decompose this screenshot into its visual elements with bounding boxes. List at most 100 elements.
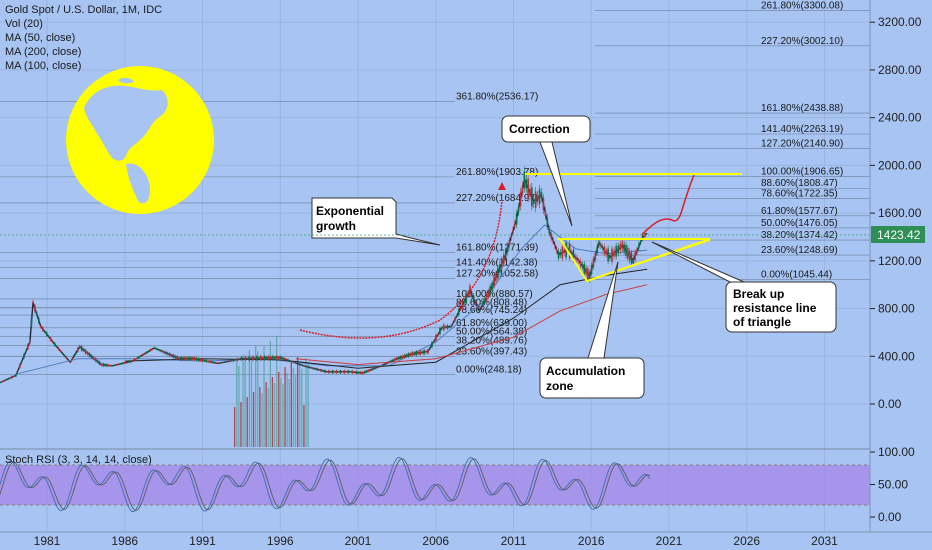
candle-body xyxy=(314,368,317,370)
callout-break-line1: Break up xyxy=(733,287,784,301)
candle-body xyxy=(273,356,276,359)
candle-body xyxy=(71,358,73,360)
candle-body xyxy=(371,368,373,371)
candle-body xyxy=(176,356,179,360)
volume-bar xyxy=(263,346,265,447)
candle-body xyxy=(525,179,528,189)
stoch-rsi-panel[interactable]: Stoch RSI (3, 3, 14, 14, close) xyxy=(0,448,870,512)
triangle-drawing[interactable] xyxy=(525,173,742,283)
candle-body xyxy=(65,357,68,359)
x-tick-label: 1981 xyxy=(34,534,61,548)
candle-body xyxy=(75,352,77,354)
callout-correction[interactable]: Correction xyxy=(501,115,591,227)
candle-body xyxy=(394,358,396,361)
candle-body xyxy=(269,356,272,359)
candle-body xyxy=(84,349,87,354)
candle-body xyxy=(164,351,167,354)
candle-body xyxy=(236,358,239,361)
volume-bar xyxy=(255,345,257,447)
candle-body xyxy=(444,326,447,328)
callout-exponential-growth[interactable]: Exponential growth xyxy=(311,197,441,246)
candle-body xyxy=(209,361,212,363)
volume-bar xyxy=(273,383,276,447)
volume-bar xyxy=(244,361,246,447)
candle-body xyxy=(15,374,17,377)
candle-body xyxy=(328,370,330,374)
candle-body xyxy=(232,359,235,362)
candle-body xyxy=(405,354,408,358)
y-tick-label: 2000.00 xyxy=(878,158,922,172)
candle-body xyxy=(166,352,169,355)
candle-body xyxy=(295,362,297,364)
candle-body xyxy=(61,352,64,354)
callout-accumulation[interactable]: Accumulation zone xyxy=(539,261,645,399)
candle-body xyxy=(563,249,565,254)
candle-body xyxy=(392,359,394,362)
candle-body xyxy=(570,252,573,254)
candle-body xyxy=(598,241,600,245)
candle-body xyxy=(293,362,295,363)
candle-body xyxy=(351,370,354,374)
candle-body xyxy=(161,350,163,352)
candle-body xyxy=(554,244,556,247)
candle-body xyxy=(159,350,161,351)
volume-bar xyxy=(236,360,238,447)
candle-body xyxy=(226,361,229,363)
candle-body xyxy=(3,380,6,382)
candle-body xyxy=(583,263,586,274)
candle-body xyxy=(230,360,233,362)
candle-body xyxy=(579,261,582,266)
y-tick-label: 1600.00 xyxy=(878,206,922,220)
candle-body xyxy=(594,252,597,260)
candle-body xyxy=(320,369,322,372)
candle-body xyxy=(572,249,575,261)
x-tick-label: 2021 xyxy=(656,534,683,548)
price-axis[interactable]: 3200.00 2800.00 2400.00 2000.00 1600.00 1200.… xyxy=(869,0,922,532)
candle-body xyxy=(634,252,636,260)
candle-body xyxy=(215,362,217,364)
exponential-projection xyxy=(299,199,503,339)
candle-body xyxy=(493,276,495,287)
volume-bar xyxy=(301,369,303,447)
chart-legend: Gold Spot / U.S. Dollar, 1M, IDC Vol (20… xyxy=(5,4,162,72)
candle-body xyxy=(355,370,358,374)
volume-bar xyxy=(265,382,267,447)
candle-body xyxy=(302,365,305,367)
candle-body xyxy=(153,347,156,349)
candle-body xyxy=(483,298,486,304)
callout-correction-text: Correction xyxy=(509,122,570,136)
fib-left-label: 38.20%(489.76) xyxy=(456,336,527,347)
candle-body xyxy=(67,359,70,361)
callout-break-up[interactable]: Break up resistance line of triangle xyxy=(651,241,837,333)
indicator-ma50: MA (50, close) xyxy=(5,32,75,44)
candle-body xyxy=(267,355,270,360)
candle-body xyxy=(437,334,439,336)
volume-bar xyxy=(294,374,297,447)
candle-body xyxy=(219,362,221,364)
triangle-bottom xyxy=(589,239,711,281)
time-axis[interactable]: 1981 1986 1991 1996 2001 2006 2011 2016 2021 2026… xyxy=(0,531,932,548)
fib-left-label: 0.00%(248.18) xyxy=(456,364,522,375)
candle-body xyxy=(90,354,93,359)
fib-right-label: 100.00%(1906.65) xyxy=(761,167,843,178)
candle-body xyxy=(619,243,622,251)
candle-body xyxy=(201,358,204,362)
candle-body xyxy=(21,361,23,362)
candle-body xyxy=(632,258,635,264)
candle-body xyxy=(30,318,33,327)
x-tick-label: 2001 xyxy=(345,534,372,548)
candle-body xyxy=(639,241,642,243)
candle-body xyxy=(459,307,462,310)
candle-body xyxy=(478,310,481,312)
candle-body xyxy=(349,371,352,373)
candle-body xyxy=(285,358,287,361)
candle-body xyxy=(527,178,529,199)
candle-body xyxy=(38,318,40,323)
chart-title: Gold Spot / U.S. Dollar, 1M, IDC xyxy=(5,4,162,16)
candle-body xyxy=(361,371,364,375)
candle-body xyxy=(386,362,388,364)
candle-body xyxy=(125,361,128,364)
candle-body xyxy=(457,309,460,316)
candle-body xyxy=(82,348,85,352)
